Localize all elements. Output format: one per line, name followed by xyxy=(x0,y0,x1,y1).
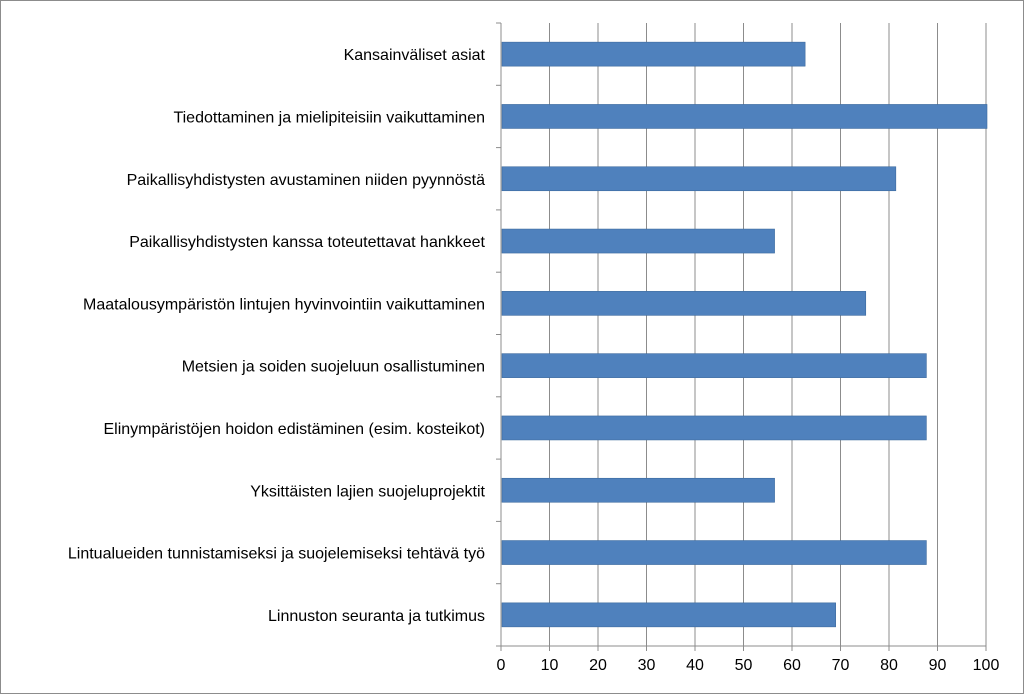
bar-7 xyxy=(501,415,927,441)
x-tick-label-10: 10 xyxy=(541,657,559,674)
bar-2 xyxy=(501,104,988,129)
bar-1 xyxy=(501,41,806,67)
category-label-8: Yksittäisten lajien suojeluprojektit xyxy=(250,483,485,500)
bar-6 xyxy=(501,353,927,378)
x-tick-label-40: 40 xyxy=(686,657,704,674)
category-label-10: Linnuston seuranta ja tutkimus xyxy=(268,608,485,625)
x-tick-label-20: 20 xyxy=(589,657,607,674)
x-tick-label-0: 0 xyxy=(497,657,506,674)
bar-3 xyxy=(501,166,897,192)
category-label-3: Paikallisyhdistysten avustaminen niiden … xyxy=(127,172,486,189)
bar-5 xyxy=(501,291,867,316)
x-tick-label-50: 50 xyxy=(735,657,753,674)
category-label-7: Elinympäristöjen hoidon edistäminen (esi… xyxy=(103,421,485,438)
bar-4 xyxy=(501,228,775,254)
x-tick-label-70: 70 xyxy=(832,657,850,674)
category-label-6: Metsien ja soiden suojeluun osallistumin… xyxy=(182,359,485,376)
bars xyxy=(501,41,988,628)
x-tick-label-30: 30 xyxy=(638,657,656,674)
x-tick-label-100: 100 xyxy=(973,657,1000,674)
x-tick-label-60: 60 xyxy=(783,657,801,674)
axes xyxy=(496,22,987,651)
category-label-1: Kansainväliset asiat xyxy=(344,47,486,64)
bar-8 xyxy=(501,477,775,503)
category-labels: Kansainväliset asiat Tiedottaminen ja mie… xyxy=(68,47,486,625)
x-tick-labels: 0 10 20 30 40 50 60 70 80 90 100 xyxy=(497,657,1000,674)
x-tick-label-90: 90 xyxy=(929,657,947,674)
bar-9 xyxy=(501,540,927,565)
x-tick-label-80: 80 xyxy=(880,657,898,674)
bar-10 xyxy=(501,602,836,628)
category-label-5: Maatalousympäristön lintujen hyvinvointi… xyxy=(83,296,485,313)
category-label-9: Lintualueiden tunnistamiseksi ja suojele… xyxy=(68,546,485,563)
category-label-4: Paikallisyhdistysten kanssa toteutettava… xyxy=(129,234,485,251)
category-label-2: Tiedottaminen ja mielipiteisiin vaikutta… xyxy=(173,109,485,126)
